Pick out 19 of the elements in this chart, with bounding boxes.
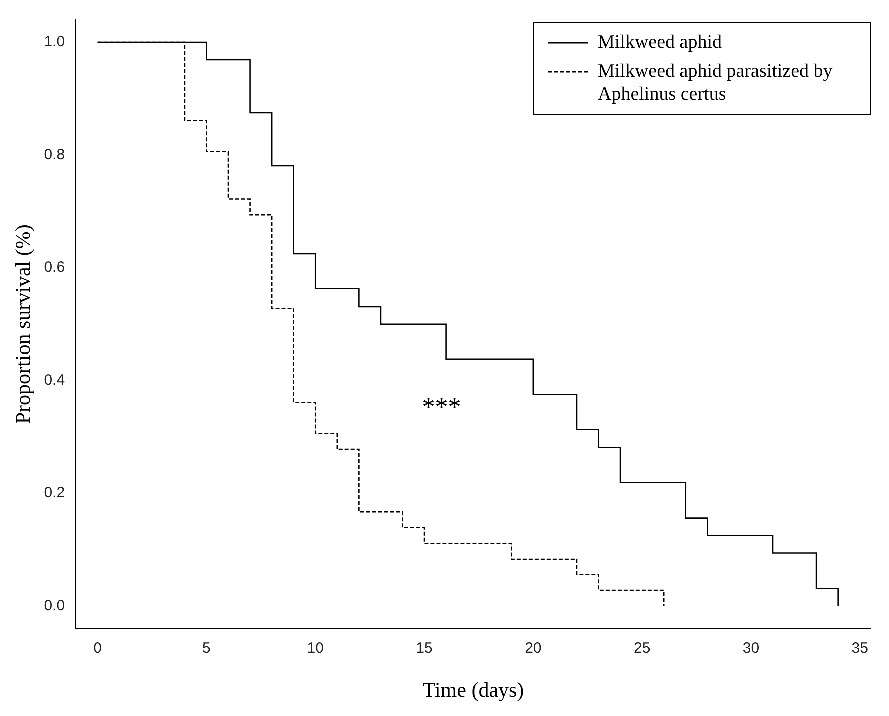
y-tick-label: 0.2 <box>44 484 66 502</box>
y-tick-label: 0.6 <box>44 259 66 276</box>
y-axis-title: Proportion survival (%) <box>11 224 36 424</box>
annotation: *** <box>422 392 462 422</box>
y-tick-label: 0.8 <box>44 146 66 164</box>
x-tick-label: 30 <box>742 640 760 657</box>
y-tick-label: 0.0 <box>44 597 66 614</box>
x-tick-label: 10 <box>307 640 324 657</box>
legend-label: Milkweed aphid parasitized by Aphelinus certus <box>598 60 834 106</box>
x-tick-label: 15 <box>416 640 433 657</box>
y-tick-label: 1.0 <box>44 34 66 51</box>
y-tick-label: 0.4 <box>44 372 66 389</box>
x-axis-title: Time (days) <box>422 678 524 702</box>
x-tick-label: 5 <box>202 640 211 657</box>
x-tick-label: 35 <box>852 640 868 657</box>
legend-label: Milkweed aphid <box>598 31 722 54</box>
x-tick-label: 20 <box>525 640 542 657</box>
x-tick-label: 25 <box>634 640 651 657</box>
x-tick-label: 0 <box>94 640 102 657</box>
